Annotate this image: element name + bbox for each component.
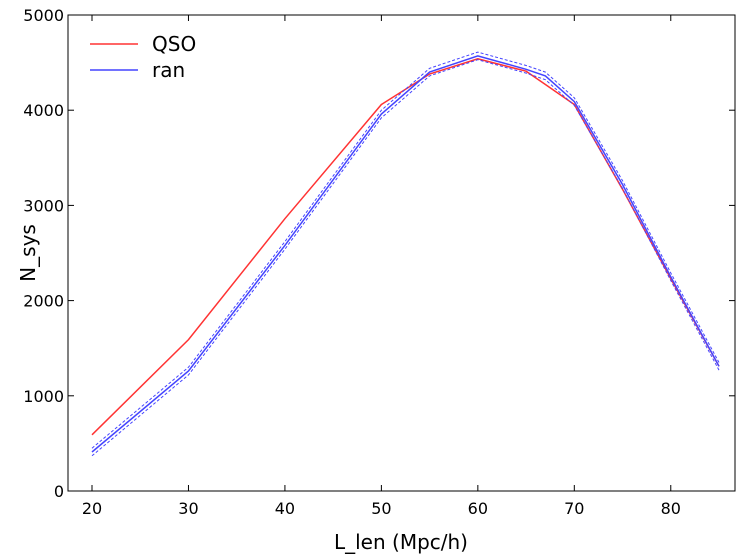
- legend-label-ran: ran: [152, 58, 185, 82]
- axis-ticks: [68, 14, 735, 492]
- x-tick-labels: 20 30 40 50 60 70 80: [82, 499, 681, 518]
- x-tick-label: 30: [178, 499, 198, 518]
- x-tick-label: 40: [275, 499, 295, 518]
- x-tick-label: 50: [371, 499, 391, 518]
- y-tick-label: 5000: [23, 6, 64, 25]
- y-tick-label: 4000: [23, 101, 64, 120]
- y-tick-label: 3000: [23, 196, 64, 215]
- series-ran-line: [91, 55, 720, 453]
- x-tick-label: 60: [468, 499, 488, 518]
- y-tick-label: 1000: [23, 387, 64, 406]
- y-tick-label: 0: [54, 482, 64, 501]
- plot-area: [67, 14, 736, 492]
- x-tick-label: 80: [661, 499, 681, 518]
- x-axis-title: L_len (Mpc/h): [334, 530, 468, 554]
- series-ran-lower-band: [91, 59, 720, 457]
- legend-label-qso: QSO: [152, 32, 196, 56]
- series-ran-upper-band: [91, 51, 720, 449]
- y-tick-labels: 0 1000 2000 3000 4000 5000: [23, 6, 64, 501]
- series-layer: [91, 51, 720, 457]
- series-qso-line: [91, 58, 720, 436]
- x-tick-label: 70: [564, 499, 584, 518]
- y-tick-label: 2000: [23, 292, 64, 311]
- x-tick-label: 20: [82, 499, 102, 518]
- y-axis-title: N_sys: [16, 224, 40, 282]
- legend: QSO ran: [90, 32, 196, 82]
